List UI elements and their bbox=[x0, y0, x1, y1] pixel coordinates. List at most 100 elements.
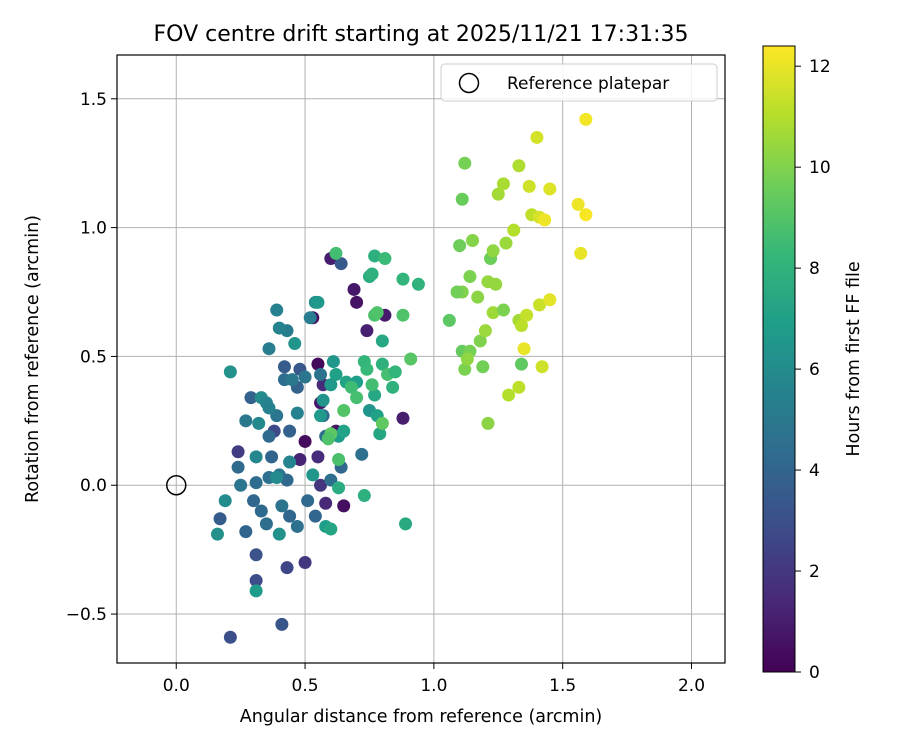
data-point bbox=[314, 367, 328, 381]
data-point bbox=[466, 233, 480, 247]
data-point bbox=[386, 380, 400, 394]
data-point bbox=[288, 337, 302, 351]
data-point bbox=[213, 512, 227, 526]
data-point bbox=[579, 208, 593, 222]
data-point bbox=[355, 447, 369, 461]
data-point bbox=[517, 342, 531, 356]
data-point bbox=[275, 617, 289, 631]
data-point bbox=[411, 277, 425, 291]
data-point bbox=[337, 424, 351, 438]
data-point bbox=[368, 249, 382, 263]
x-tick-label: 0.5 bbox=[292, 676, 319, 696]
data-point bbox=[249, 548, 263, 562]
data-point bbox=[308, 509, 322, 523]
data-point bbox=[298, 434, 312, 448]
data-point bbox=[375, 334, 389, 348]
colorbar-tick-label: 8 bbox=[809, 259, 820, 279]
y-tick-label: 1.0 bbox=[80, 219, 107, 239]
data-point bbox=[252, 416, 266, 430]
data-point bbox=[491, 187, 505, 201]
data-point bbox=[574, 246, 588, 260]
data-point bbox=[486, 306, 500, 320]
data-point bbox=[311, 357, 325, 371]
x-tick-label: 1.5 bbox=[549, 676, 576, 696]
data-point bbox=[290, 519, 304, 533]
data-point bbox=[254, 504, 268, 518]
data-point bbox=[535, 360, 549, 374]
data-point bbox=[259, 517, 273, 531]
colorbar-tick-label: 12 bbox=[809, 57, 831, 77]
legend-marker-icon bbox=[458, 72, 480, 94]
data-point bbox=[319, 496, 333, 510]
data-point bbox=[486, 244, 500, 258]
data-point bbox=[458, 362, 472, 376]
data-point bbox=[218, 494, 232, 508]
data-point bbox=[450, 285, 464, 299]
y-axis-ticks: −0.5 0.0 0.5 1.0 1.5 bbox=[66, 90, 117, 625]
data-point bbox=[476, 360, 490, 374]
data-point bbox=[334, 257, 348, 271]
data-point bbox=[514, 357, 528, 371]
data-point bbox=[514, 319, 528, 333]
data-point bbox=[471, 290, 485, 304]
data-point bbox=[314, 478, 328, 492]
data-point bbox=[272, 321, 286, 335]
colorbar-gradient bbox=[762, 45, 796, 673]
data-point bbox=[396, 272, 410, 286]
x-tick-label: 0.0 bbox=[163, 676, 190, 696]
data-point bbox=[321, 432, 335, 446]
data-point bbox=[244, 391, 258, 405]
data-point bbox=[396, 411, 410, 425]
data-point bbox=[337, 499, 351, 513]
data-point bbox=[311, 450, 325, 464]
data-point bbox=[365, 378, 379, 392]
y-tick-label: 0.0 bbox=[80, 476, 107, 496]
y-tick-label: 0.5 bbox=[80, 347, 107, 367]
data-point bbox=[265, 450, 279, 464]
data-point bbox=[571, 197, 585, 211]
data-point bbox=[350, 391, 364, 405]
colorbar-tick-label: 0 bbox=[809, 663, 820, 683]
x-axis-label: Angular distance from reference (arcmin) bbox=[240, 707, 603, 727]
data-point bbox=[270, 471, 284, 485]
data-point bbox=[311, 295, 325, 309]
data-point bbox=[370, 306, 384, 320]
data-point bbox=[332, 481, 346, 495]
data-point bbox=[543, 293, 557, 307]
data-point bbox=[453, 239, 467, 253]
grid-lines bbox=[117, 55, 725, 663]
data-point bbox=[239, 525, 253, 539]
y-axis-label: Rotation from reference (arcmin) bbox=[23, 215, 43, 503]
data-point bbox=[277, 360, 291, 374]
data-point bbox=[247, 494, 261, 508]
data-point bbox=[262, 401, 276, 415]
data-point bbox=[347, 282, 361, 296]
data-point bbox=[293, 452, 307, 466]
colorbar-ticks: 0 2 4 6 8 10 12 bbox=[795, 57, 831, 683]
data-point bbox=[283, 509, 297, 523]
data-point bbox=[496, 303, 510, 317]
data-point bbox=[478, 324, 492, 338]
data-point bbox=[512, 159, 526, 173]
data-point bbox=[473, 334, 487, 348]
x-axis-ticks: 0.0 0.5 1.0 1.5 2.0 bbox=[163, 663, 705, 696]
data-point bbox=[365, 267, 379, 281]
data-point bbox=[223, 365, 237, 379]
data-point bbox=[283, 424, 297, 438]
data-point bbox=[324, 522, 338, 536]
data-point bbox=[231, 445, 245, 459]
data-point bbox=[512, 380, 526, 394]
data-point bbox=[326, 355, 340, 369]
data-point bbox=[285, 373, 299, 387]
data-point bbox=[496, 177, 510, 191]
data-point bbox=[316, 393, 330, 407]
data-point bbox=[481, 416, 495, 430]
data-point bbox=[337, 404, 351, 418]
data-point bbox=[249, 476, 263, 490]
data-point bbox=[442, 313, 456, 327]
data-point bbox=[375, 416, 389, 430]
data-point bbox=[329, 367, 343, 381]
colorbar-tick-label: 10 bbox=[809, 158, 831, 178]
legend-label: Reference platepar bbox=[507, 74, 669, 94]
data-point bbox=[375, 357, 389, 371]
